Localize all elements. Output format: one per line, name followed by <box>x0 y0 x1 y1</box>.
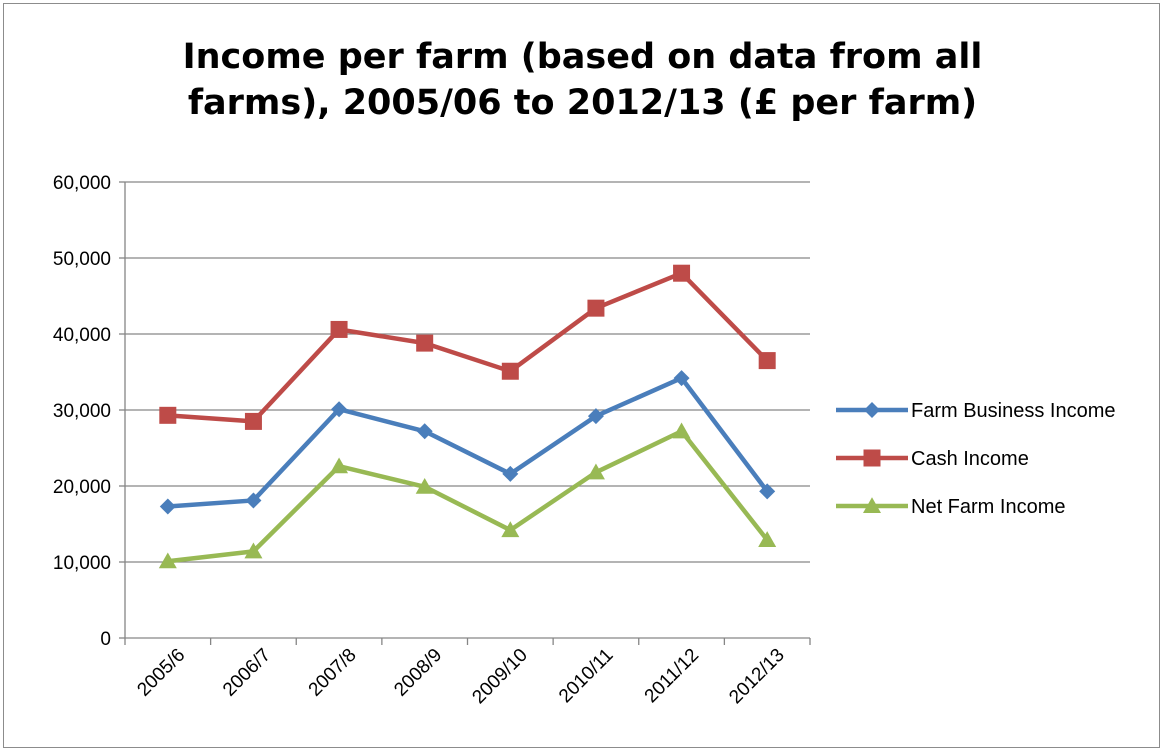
x-tick-label: 2008/9 <box>390 645 446 701</box>
legend-marker <box>863 497 881 514</box>
series-line <box>167 270 769 424</box>
x-tick-label: 2005/6 <box>133 645 189 701</box>
legend-label: Cash Income <box>911 448 1029 470</box>
legend-label: Net Farm Income <box>911 496 1065 518</box>
data-point <box>330 320 348 338</box>
x-tick-label: 2009/10 <box>468 645 531 708</box>
data-point <box>416 334 434 352</box>
data-point <box>587 408 604 425</box>
x-tick-label: 2007/8 <box>305 645 361 701</box>
series-cash-income <box>159 264 776 430</box>
series-farm-business-income <box>159 370 776 515</box>
y-tick-label: 60,000 <box>53 173 111 194</box>
series-lines <box>158 264 777 569</box>
y-axis-ticks: 0 10,000 20,000 30,000 40,000 50,000 60,000 <box>53 173 111 650</box>
y-tick-label: 0 <box>100 629 111 650</box>
x-axis-ticks: 2005/6 2006/7 2007/8 2008/9 2009/10 2010/11 20… <box>133 645 788 708</box>
y-tick-label: 20,000 <box>53 477 111 498</box>
series-line <box>167 429 769 564</box>
data-point <box>758 352 776 370</box>
chart-title: Income per farm (based on data from all … <box>0 34 1165 126</box>
x-tick-label: 2011/12 <box>641 645 703 707</box>
data-point <box>501 362 519 380</box>
series-line <box>167 375 769 509</box>
x-tick-label: 2012/13 <box>725 645 788 708</box>
legend-item: Net Farm Income <box>836 496 1065 518</box>
x-tick-label: 2010/11 <box>555 645 617 707</box>
legend-label: Farm Business Income <box>911 400 1116 422</box>
data-point <box>501 521 520 538</box>
data-point <box>673 370 690 387</box>
data-point <box>502 465 519 482</box>
data-point <box>245 492 262 509</box>
data-point <box>586 463 605 480</box>
data-point <box>331 401 348 418</box>
legend-marker <box>864 402 880 418</box>
legend: Farm Business Income Cash Income Net Farm … <box>836 400 1116 518</box>
data-point <box>159 406 177 424</box>
data-point <box>330 457 349 474</box>
series-net-farm-income <box>158 422 777 569</box>
data-point <box>416 423 433 440</box>
data-point <box>158 552 177 569</box>
chart-title-line-1: Income per farm (based on data from all <box>182 37 983 77</box>
data-point <box>587 299 605 317</box>
axes <box>119 181 811 645</box>
chart-title-line-2: farms), 2005/06 to 2012/13 (£ per farm) <box>187 83 978 123</box>
y-tick-label: 40,000 <box>53 325 111 346</box>
gridlines <box>125 181 810 563</box>
data-point <box>415 477 434 494</box>
legend-marker <box>863 449 881 467</box>
data-point <box>758 531 777 547</box>
data-point <box>673 264 691 282</box>
legend-item: Farm Business Income <box>836 400 1116 422</box>
x-tick-label: 2006/7 <box>219 645 275 701</box>
y-tick-label: 50,000 <box>53 249 111 270</box>
y-tick-label: 30,000 <box>53 401 111 422</box>
data-point <box>672 422 691 439</box>
data-point <box>244 542 263 559</box>
y-tick-label: 10,000 <box>53 553 111 574</box>
legend-item: Cash Income <box>836 448 1029 470</box>
data-point <box>759 483 776 500</box>
chart-frame <box>3 3 1160 748</box>
data-point <box>159 498 176 515</box>
data-point <box>244 412 262 430</box>
